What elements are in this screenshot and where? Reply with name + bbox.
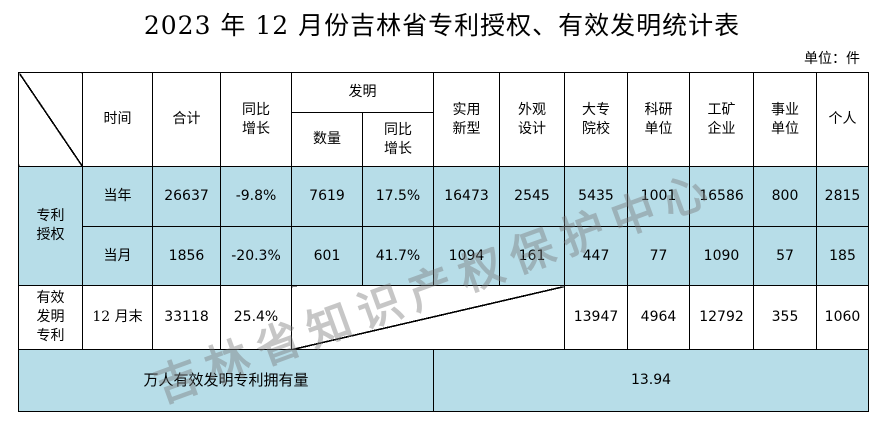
grant-label: 专利授权 (19, 167, 83, 286)
table-row-grant-month: 当月 1856 -20.3% 601 41.7% 1094 161 447 77… (19, 227, 869, 286)
ownership-value: 13.94 (434, 350, 869, 412)
cell-individual: 185 (817, 227, 869, 286)
valid-label: 有效发明专利 (19, 286, 83, 350)
cell-institution: 800 (754, 167, 817, 227)
cell-design: 161 (500, 227, 565, 286)
cell-utility: 1094 (434, 227, 500, 286)
header-design: 外观设计 (500, 73, 565, 167)
ownership-label: 万人有效发明专利拥有量 (19, 350, 434, 412)
cell-time: 当月 (83, 227, 153, 286)
cell-utility: 16473 (434, 167, 500, 227)
header-invention: 发明 (292, 73, 434, 113)
cell-yoy: 25.4% (221, 286, 292, 350)
cell-enterprise: 16586 (690, 167, 754, 227)
cell-inv-count: 7619 (292, 167, 363, 227)
cell-time: 当年 (83, 167, 153, 227)
corner-cell (19, 73, 83, 167)
header-college: 大专院校 (565, 73, 628, 167)
header-utility: 实用新型 (434, 73, 500, 167)
header-research: 科研单位 (628, 73, 690, 167)
cell-inv-yoy: 41.7% (363, 227, 434, 286)
cell-individual: 2815 (817, 167, 869, 227)
cell-total: 1856 (153, 227, 221, 286)
cell-inv-yoy: 17.5% (363, 167, 434, 227)
header-individual: 个人 (817, 73, 869, 167)
cell-research: 1001 (628, 167, 690, 227)
header-total: 合计 (153, 73, 221, 167)
cell-total: 33118 (153, 286, 221, 350)
header-enterprise: 工矿企业 (690, 73, 754, 167)
cell-college: 5435 (565, 167, 628, 227)
statistics-table: 时间 合计 同比增长 发明 实用新型 外观设计 大专院校 科研单位 工矿企业 事… (18, 72, 869, 412)
header-row-1: 时间 合计 同比增长 发明 实用新型 外观设计 大专院校 科研单位 工矿企业 事… (19, 73, 869, 113)
cell-time: 12 月末 (83, 286, 153, 350)
header-yoy: 同比增长 (221, 73, 292, 167)
cell-yoy: -20.3% (221, 227, 292, 286)
cell-individual: 1060 (817, 286, 869, 350)
cell-design: 2545 (500, 167, 565, 227)
page-title: 2023 年 12 月份吉林省专利授权、有效发明统计表 (0, 6, 884, 42)
cell-enterprise: 12792 (690, 286, 754, 350)
cell-total: 26637 (153, 167, 221, 227)
header-inv-yoy: 同比增长 (363, 113, 434, 167)
table-row-valid: 有效发明专利 12 月末 33118 25.4% 13947 4964 1279… (19, 286, 869, 350)
cell-research: 4964 (628, 286, 690, 350)
cell-college: 447 (565, 227, 628, 286)
header-institution: 事业单位 (754, 73, 817, 167)
unit-label: 单位：件 (804, 48, 860, 68)
cell-research: 77 (628, 227, 690, 286)
cell-institution: 57 (754, 227, 817, 286)
cell-inv-count: 601 (292, 227, 363, 286)
cell-institution: 355 (754, 286, 817, 350)
header-inv-count: 数量 (292, 113, 363, 167)
cell-college: 13947 (565, 286, 628, 350)
header-time: 时间 (83, 73, 153, 167)
table-row-ownership: 万人有效发明专利拥有量 13.94 (19, 350, 869, 412)
blank-diagonal-cell (292, 286, 565, 350)
cell-yoy: -9.8% (221, 167, 292, 227)
cell-enterprise: 1090 (690, 227, 754, 286)
table-row-grant-year: 专利授权 当年 26637 -9.8% 7619 17.5% 16473 254… (19, 167, 869, 227)
